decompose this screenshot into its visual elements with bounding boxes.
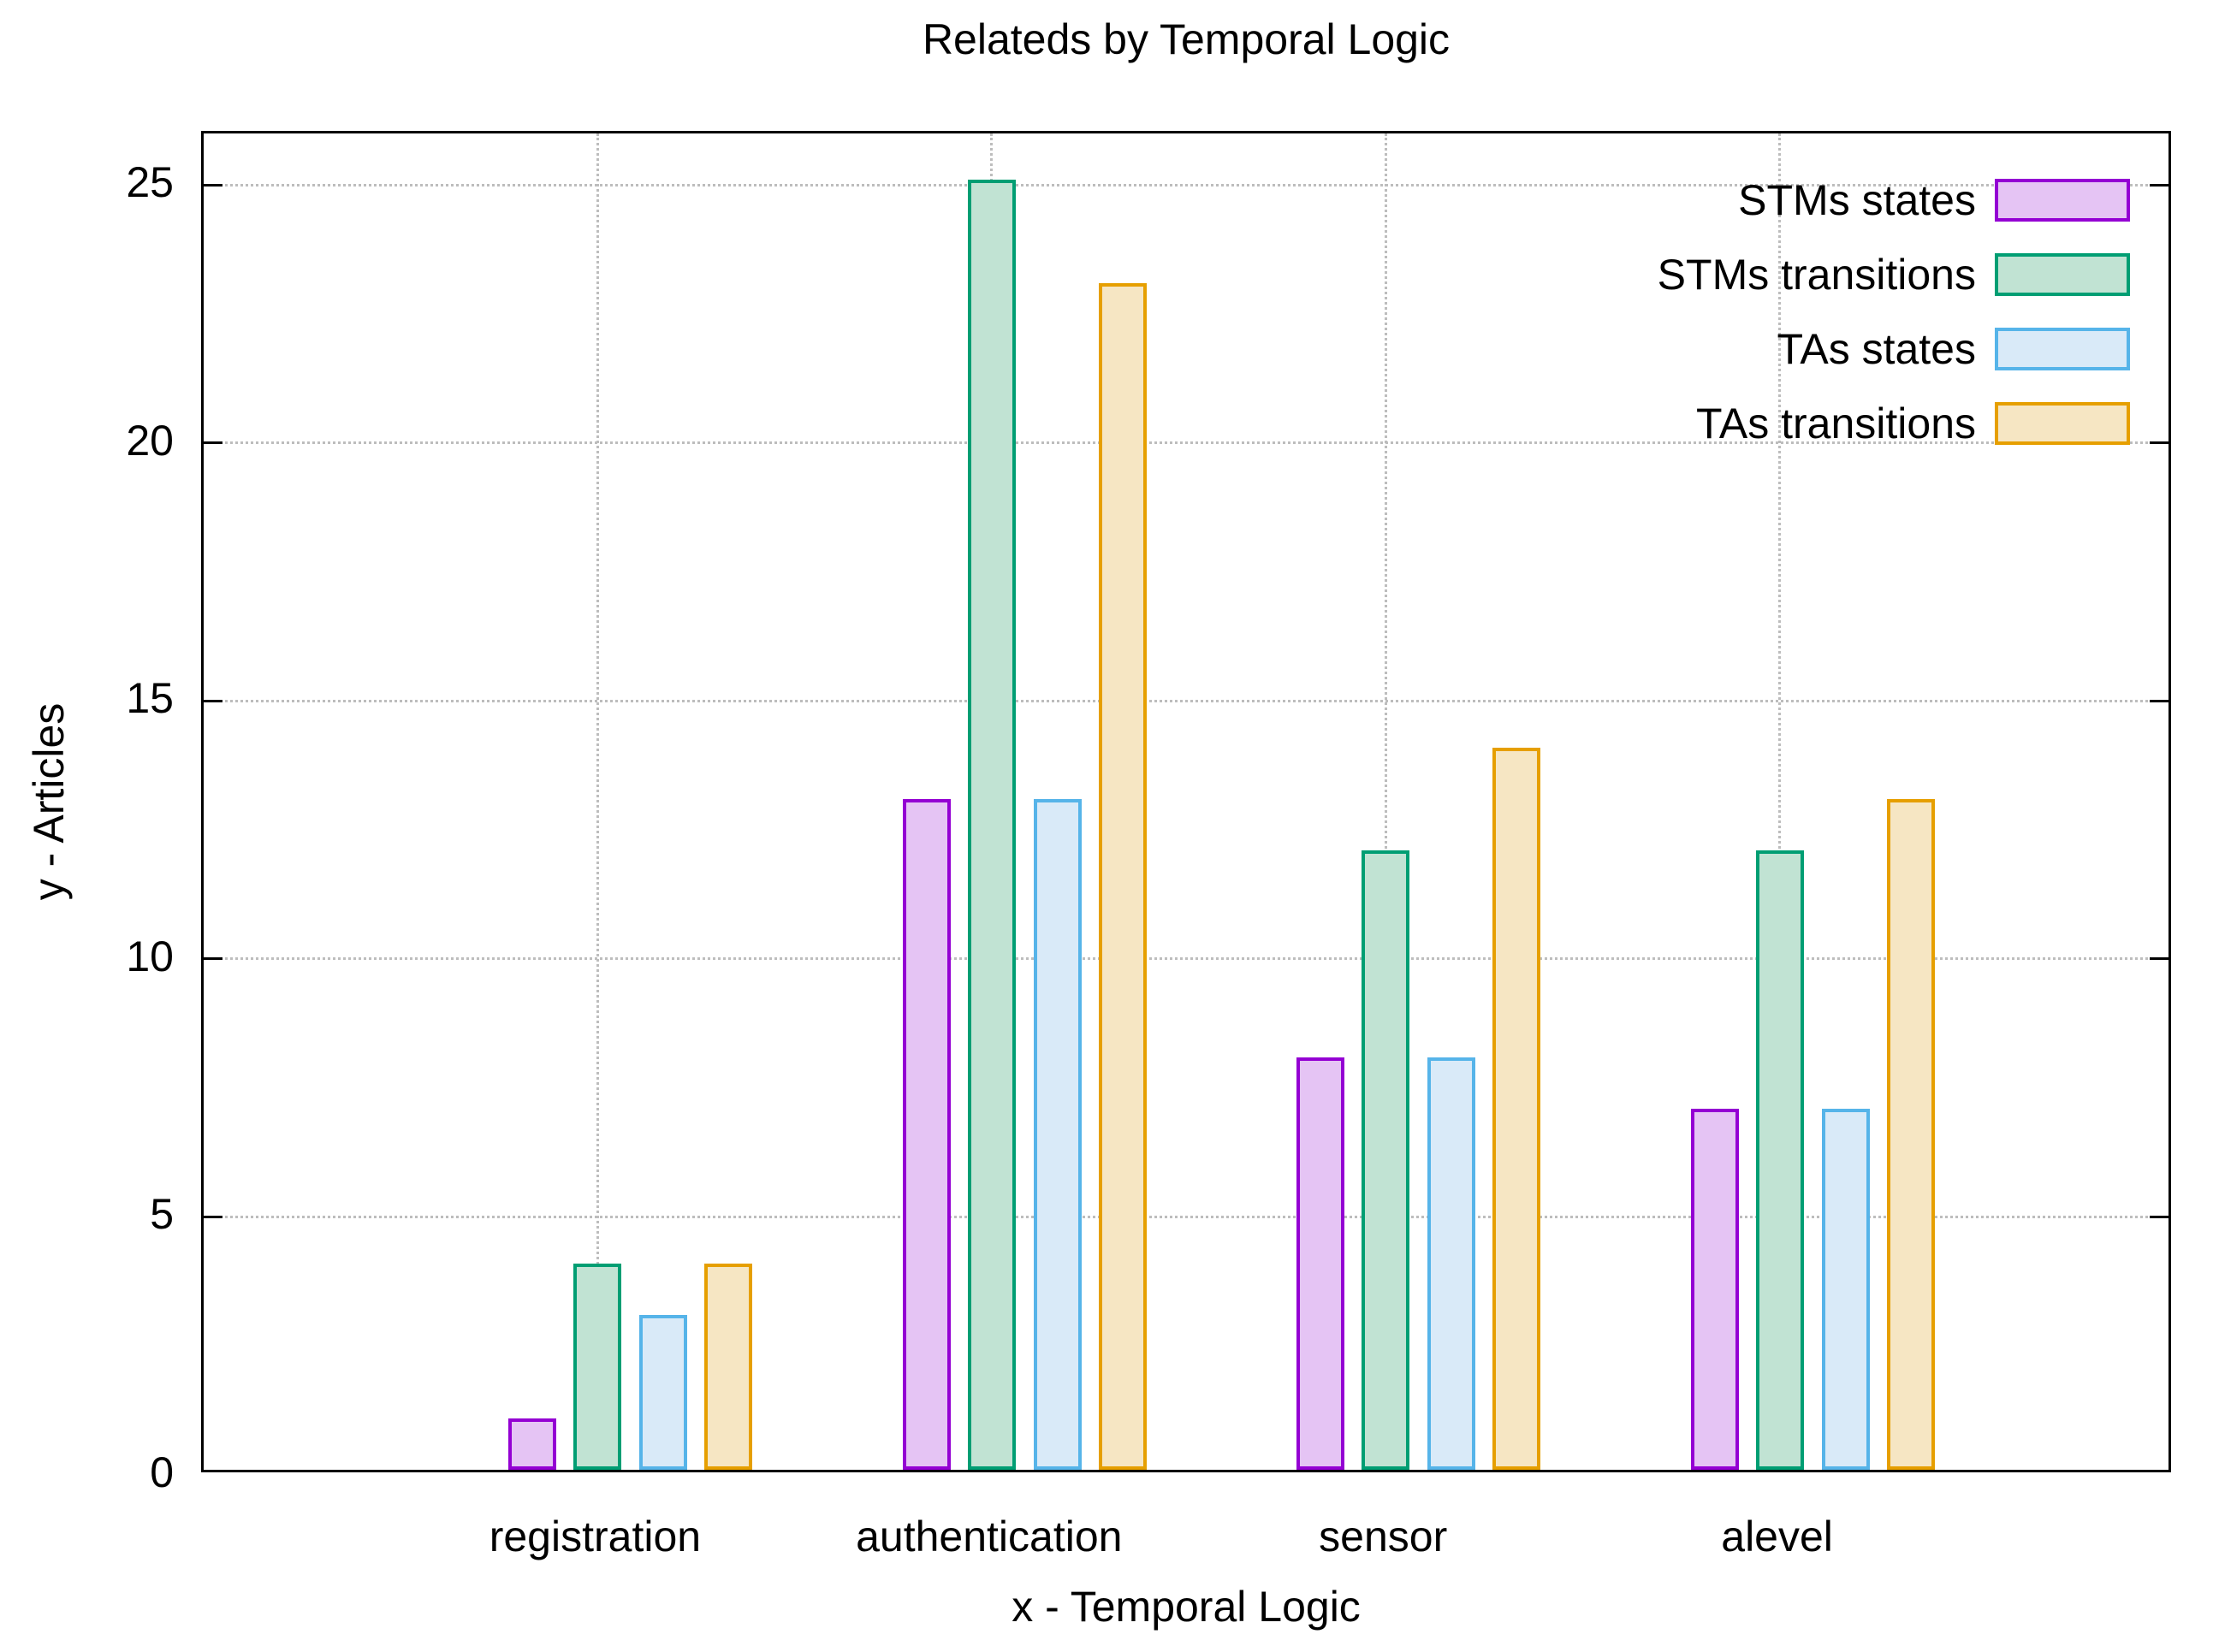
gridline-vertical <box>1778 133 1782 1470</box>
legend-item: TAs transitions <box>1658 386 2130 460</box>
y-tick-mark <box>204 441 222 445</box>
y-axis-label: y - Articles <box>25 702 73 901</box>
legend-label: TAs transitions <box>1696 399 1976 447</box>
bar-registration-stms-states <box>508 1418 557 1470</box>
gridline-vertical <box>596 133 599 1470</box>
legend-item: STMs states <box>1658 163 2130 237</box>
y-tick-label: 10 <box>126 932 174 980</box>
bar-sensor-tas-states <box>1427 1057 1476 1470</box>
y-tick-label: 5 <box>150 1190 174 1239</box>
x-category-label: sensor <box>1319 1513 1448 1560</box>
y-tick-mark <box>2150 183 2169 187</box>
y-tick-mark <box>204 699 222 702</box>
bar-registration-tas-states <box>639 1315 688 1470</box>
gridline-horizontal <box>204 441 2169 445</box>
legend-swatch <box>1995 252 2130 296</box>
plot-area: STMs states STMs transitions TAs states TAs… <box>201 131 2171 1472</box>
legend-swatch <box>1995 178 2130 222</box>
y-tick-mark <box>2150 699 2169 702</box>
y-tick-mark <box>204 957 222 961</box>
bar-registration-tas-transitions <box>704 1263 753 1470</box>
bar-alevel-tas-states <box>1821 1108 1870 1470</box>
y-tick-label: 0 <box>150 1448 174 1496</box>
y-tick-mark <box>2150 957 2169 961</box>
legend-item: TAs states <box>1658 311 2130 386</box>
gridline-vertical <box>1384 133 1387 1470</box>
chart-title: Relateds by Temporal Logic <box>922 15 1451 63</box>
x-category-label: alevel <box>1721 1513 1833 1560</box>
bar-authentication-stms-states <box>902 799 951 1470</box>
legend: STMs states STMs transitions TAs states TAs… <box>1658 163 2130 460</box>
gridline-horizontal <box>204 183 2169 187</box>
bar-authentication-tas-transitions <box>1098 282 1147 1470</box>
y-tick-mark <box>2150 1215 2169 1218</box>
legend-swatch <box>1995 327 2130 370</box>
legend-item: STMs transitions <box>1658 237 2130 311</box>
bar-registration-stms-transitions <box>573 1263 622 1470</box>
gridline-horizontal <box>204 699 2169 702</box>
gridline-horizontal <box>204 1215 2169 1218</box>
y-tick-label: 25 <box>126 158 174 207</box>
bar-alevel-stms-transitions <box>1755 850 1804 1470</box>
y-tick-label: 20 <box>126 416 174 465</box>
legend-label: TAs states <box>1777 324 1976 373</box>
legend-swatch <box>1995 401 2130 445</box>
x-axis-label: x - Temporal Logic <box>1012 1583 1361 1631</box>
bar-authentication-tas-states <box>1033 799 1082 1470</box>
bar-sensor-tas-transitions <box>1492 747 1541 1470</box>
x-category-label: registration <box>489 1513 702 1560</box>
bar-alevel-stms-states <box>1690 1108 1739 1470</box>
bar-sensor-stms-states <box>1296 1057 1345 1470</box>
legend-label: STMs transitions <box>1657 250 1976 299</box>
y-tick-mark <box>204 183 222 187</box>
gridline-horizontal <box>204 957 2169 961</box>
bar-sensor-stms-transitions <box>1362 850 1410 1470</box>
bar-authentication-stms-transitions <box>967 180 1016 1470</box>
legend-label: STMs states <box>1738 175 1976 224</box>
y-tick-label: 15 <box>126 674 174 723</box>
y-tick-mark <box>204 1215 222 1218</box>
x-category-label: authentication <box>856 1513 1123 1560</box>
y-tick-mark <box>2150 441 2169 445</box>
bar-alevel-tas-transitions <box>1886 799 1935 1470</box>
